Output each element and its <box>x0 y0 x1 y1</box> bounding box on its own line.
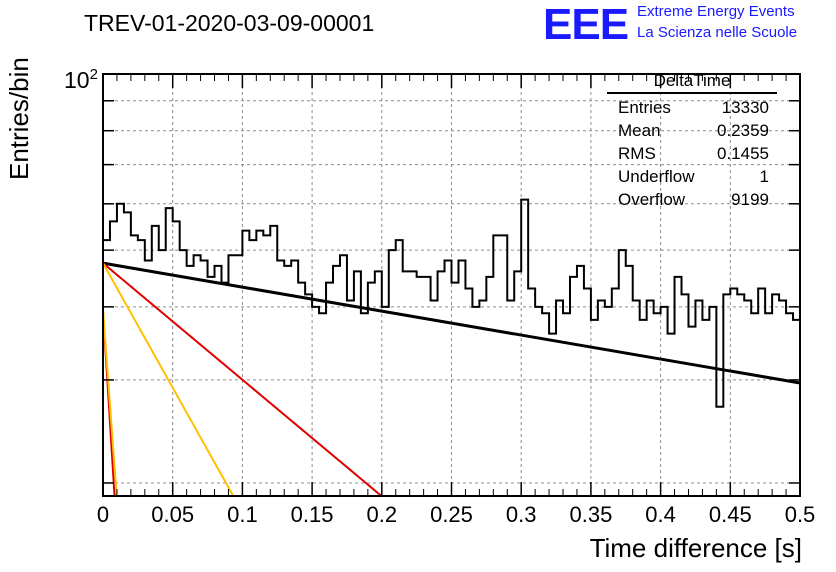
stats-label: RMS <box>618 144 656 163</box>
histogram-deltatime <box>103 198 800 408</box>
stats-value: 1 <box>759 167 769 186</box>
histogram-title: TREV-01-2020-03-09-00001 <box>84 10 375 36</box>
x-tick-label: 0.2 <box>367 502 398 527</box>
stats-row-overflow: Overflow 9199 <box>607 188 779 211</box>
stats-value: 0.2359 <box>717 121 769 140</box>
stats-label: Entries <box>618 98 671 117</box>
eee-logo-line1: Extreme Energy Events <box>637 3 795 20</box>
stats-value: 13330 <box>721 98 769 117</box>
stats-row-rms: RMS 0.1455 <box>607 142 779 165</box>
stats-row-mean: Mean 0.2359 <box>607 119 779 142</box>
x-tick-label: 0.35 <box>569 502 612 527</box>
fit-curves <box>103 261 800 496</box>
x-tick-label: 0.3 <box>506 502 537 527</box>
x-tick-label: 0.1 <box>227 502 258 527</box>
stats-row-underflow: Underflow 1 <box>607 165 779 188</box>
x-tick-label: 0.25 <box>430 502 473 527</box>
stats-row-entries: Entries 13330 <box>607 96 779 119</box>
fit-curve-red-1 <box>103 262 384 496</box>
stats-label: Underflow <box>618 167 695 186</box>
axis-tick-labels: 0 0.05 0.1 0.15 0.2 0.25 0.3 0.35 0.4 0.45 0.5 102 <box>64 66 815 527</box>
x-tick-label: 0.05 <box>151 502 194 527</box>
x-tick-label: 0.15 <box>291 502 334 527</box>
stats-value: 9199 <box>731 190 769 209</box>
stats-label: Mean <box>618 121 661 140</box>
fit-curve-black-0 <box>103 261 800 385</box>
x-tick-label: 0.45 <box>709 502 752 527</box>
fit-curve-orange-4 <box>103 309 118 496</box>
x-tick-label: 0.5 <box>785 502 816 527</box>
y-tick-label: 102 <box>64 66 98 93</box>
x-tick-label: 0 <box>97 502 109 527</box>
eee-logo: EEE <box>543 0 629 49</box>
eee-logo-line2: La Scienza nelle Scuole <box>637 24 798 41</box>
stats-value: 0.1455 <box>717 144 769 163</box>
y-axis-label: Entries/bin <box>4 57 34 180</box>
fit-curve-orange-2 <box>103 262 235 496</box>
stats-box: DeltaTime Entries 13330 Mean 0.2359 RMS … <box>607 71 779 211</box>
stats-label: Overflow <box>618 190 686 209</box>
x-tick-label: 0.4 <box>645 502 676 527</box>
x-axis-label: Time difference [s] <box>589 533 802 563</box>
stats-box-title: DeltaTime <box>607 71 777 94</box>
axis-ticks <box>102 73 801 496</box>
